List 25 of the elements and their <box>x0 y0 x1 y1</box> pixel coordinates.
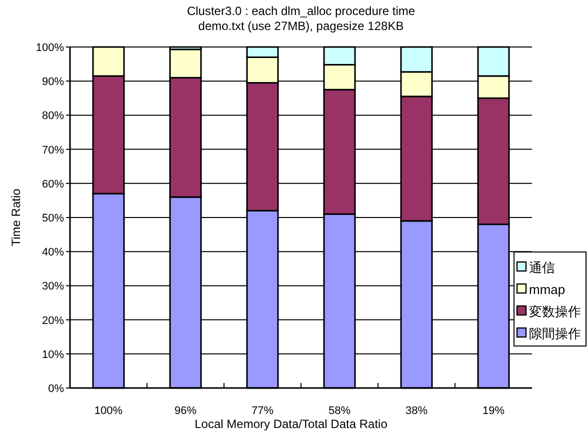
chart-title: Cluster3.0 : each dlm_alloc procedure time <box>186 4 416 18</box>
y-axis-title: Time Ratio <box>9 188 23 246</box>
y-tick-label: 10% <box>42 348 64 361</box>
x-axis-title: Local Memory Data/Total Data Ratio <box>194 417 388 431</box>
y-tick-label: 40% <box>42 246 64 259</box>
legend-label: 隙間操作 <box>529 326 581 341</box>
x-tick-label: 100% <box>94 405 123 417</box>
legend-label: 通信 <box>529 260 555 275</box>
y-tick-label: 60% <box>42 178 64 190</box>
y-tick-label: 30% <box>42 280 64 293</box>
x-tick-label: 77% <box>251 405 274 417</box>
y-tick-label: 100% <box>36 42 64 54</box>
x-tick-label: 58% <box>328 405 351 417</box>
y-tick-label: 80% <box>42 110 64 122</box>
y-tick-label: 0% <box>48 383 64 395</box>
legend-label: mmap <box>529 282 566 297</box>
legend-label: 変数操作 <box>529 304 581 319</box>
x-tick-label: 96% <box>174 405 197 417</box>
x-tick-label: 38% <box>405 405 428 417</box>
chart-subtitle: demo.txt (use 27MB), pagesize 128KB <box>198 19 404 33</box>
y-tick-label: 20% <box>42 314 64 327</box>
y-tick-label: 50% <box>42 212 64 224</box>
y-tick-label: 70% <box>42 144 64 156</box>
x-tick-label: 19% <box>482 405 505 417</box>
y-tick-label: 90% <box>42 76 64 88</box>
